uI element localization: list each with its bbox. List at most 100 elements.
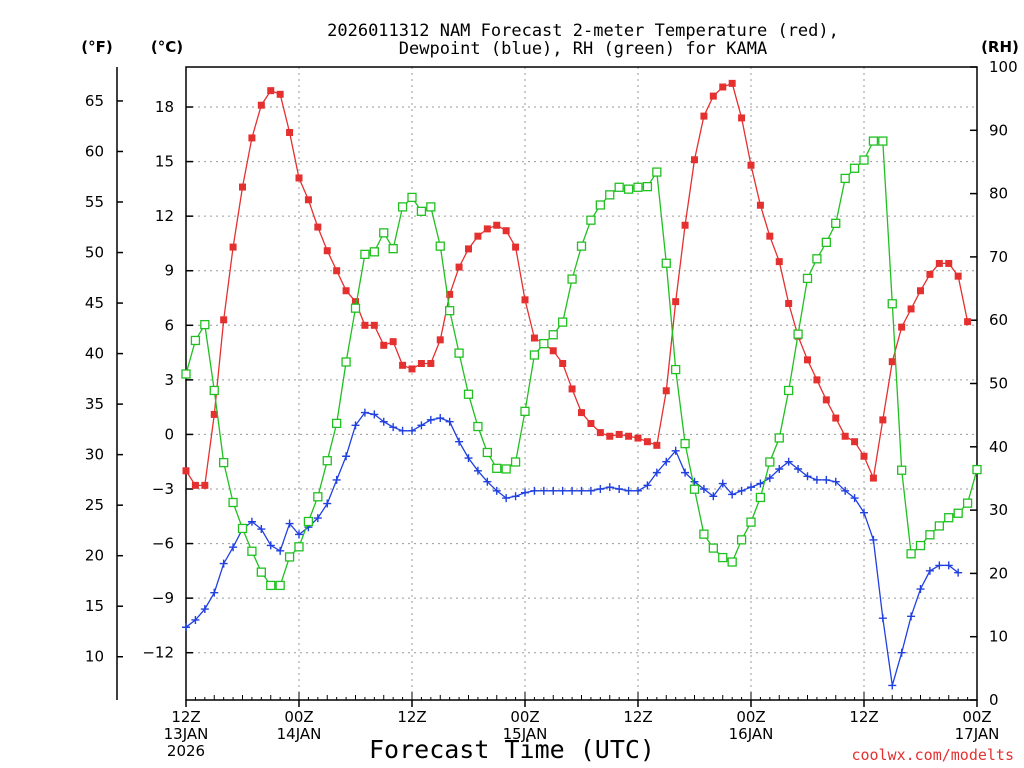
dewpoint-point: [709, 492, 718, 501]
fahrenheit-tick-label: 30: [85, 446, 104, 464]
temperature-point: [201, 481, 209, 489]
rh-point: [793, 329, 803, 339]
celsius-tick-label: −12: [142, 644, 174, 662]
rh-unit-label: (RH): [981, 38, 1019, 56]
temperature-point: [596, 429, 604, 437]
dewpoint-point: [389, 423, 398, 432]
rh-point: [567, 274, 577, 284]
rh-point: [708, 543, 718, 553]
fahrenheit-tick-label: 40: [85, 345, 104, 363]
x-tick-label: 2026: [167, 742, 205, 760]
series-rh: [181, 136, 982, 591]
rh-point: [623, 184, 634, 194]
celsius-tick-label: 15: [155, 153, 174, 171]
rh-point: [849, 163, 860, 173]
rh-tick-label: 100: [989, 58, 1018, 76]
fahrenheit-tick-label: 25: [85, 496, 104, 514]
temperature-point: [935, 259, 943, 267]
dewpoint-point: [935, 561, 944, 570]
dewpoint-point: [313, 514, 322, 523]
rh-point: [369, 247, 379, 257]
dewpoint-point: [652, 468, 661, 477]
temperature-point: [578, 409, 585, 417]
rh-point: [539, 338, 549, 349]
dewpoint-point: [455, 437, 464, 446]
rh-point: [906, 549, 916, 559]
temperature-point: [446, 290, 454, 298]
rh-point: [416, 206, 427, 216]
temperature-point: [483, 225, 491, 233]
dewpoint-point: [577, 486, 586, 495]
fahrenheit-tick-label: 50: [85, 244, 104, 262]
rh-point: [642, 181, 653, 192]
temperature-point: [427, 359, 435, 367]
dewpoint-point: [596, 485, 605, 493]
dewpoint-point: [812, 475, 821, 484]
dewpoint-point: [944, 561, 953, 570]
dewpoint-point: [634, 486, 642, 495]
rh-point: [661, 258, 671, 268]
fahrenheit-tick-label: 45: [85, 294, 104, 312]
temperature-point: [389, 338, 397, 346]
temperature-point: [465, 245, 472, 253]
rh-point: [237, 523, 248, 534]
dewpoint-point: [426, 415, 435, 424]
dewpoint-point: [530, 486, 539, 495]
temperature-point: [342, 287, 350, 295]
rh-point: [492, 463, 502, 473]
fahrenheit-tick-label: 15: [85, 597, 104, 615]
temperature-point: [568, 385, 576, 393]
temperature-point: [286, 128, 294, 136]
x-tick-label: 12Z: [623, 708, 652, 726]
dewpoint-point: [954, 568, 963, 577]
temperature-point: [756, 201, 764, 209]
rh-point: [934, 521, 944, 531]
x-tick-label: 14JAN: [277, 725, 322, 743]
rh-point: [200, 319, 210, 330]
fahrenheit-tick-label: 60: [85, 142, 104, 160]
temperature-point: [898, 323, 906, 331]
temperature-point: [417, 359, 425, 367]
dewpoint-point: [332, 475, 341, 484]
dewpoint-point: [925, 566, 934, 575]
dewpoint-point: [586, 486, 595, 495]
temperature-point: [766, 232, 774, 240]
rh-point: [671, 364, 681, 375]
rh-point: [831, 218, 841, 229]
dewpoint-point: [624, 486, 633, 495]
temperature-point: [248, 134, 256, 142]
rh-point: [435, 241, 445, 251]
rh-point: [219, 457, 229, 468]
temperature-point: [304, 196, 312, 204]
fahrenheit-tick-label: 35: [85, 395, 104, 413]
temperature-point: [182, 467, 190, 475]
celsius-unit-label: (°C): [151, 38, 183, 56]
data-series: [181, 79, 982, 690]
rh-tick-label: 50: [989, 375, 1008, 393]
temperature-point: [700, 112, 708, 120]
dewpoint-point: [445, 417, 454, 426]
rh-point: [558, 317, 568, 327]
dewpoint-point: [257, 525, 266, 534]
temperature-point: [738, 114, 746, 122]
temperature-point: [314, 223, 322, 231]
fahrenheit-unit-label: (°F): [81, 38, 112, 56]
dewpoint-point: [860, 508, 868, 517]
dewpoint-point: [737, 486, 746, 495]
dewpoint-point: [342, 452, 351, 461]
temperature-point: [785, 299, 793, 307]
temperature-point: [559, 359, 567, 367]
temperature-point: [709, 92, 717, 100]
dewpoint-point: [473, 466, 482, 475]
x-tick-label: 15JAN: [503, 725, 548, 743]
series-dewpoint: [182, 408, 963, 690]
fahrenheit-tick-label: 55: [85, 193, 104, 211]
dewpoint-point: [182, 623, 190, 632]
temperature-point: [813, 376, 821, 384]
dewpoint-point: [907, 612, 916, 621]
temperature-point: [728, 79, 736, 87]
rh-point: [463, 389, 474, 399]
x-tick-label: 16JAN: [729, 725, 774, 743]
chart-title: 2026011312 NAM Forecast 2-meter Temperat…: [327, 21, 839, 59]
